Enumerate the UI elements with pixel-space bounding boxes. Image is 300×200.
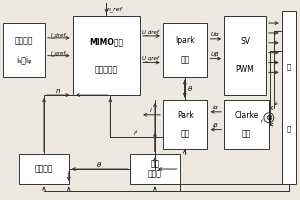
Text: 变换: 变换 xyxy=(181,129,190,138)
Bar xyxy=(73,16,140,95)
Text: ⊗: ⊗ xyxy=(266,113,272,122)
Text: n_ref: n_ref xyxy=(106,6,122,12)
Bar xyxy=(19,154,69,184)
Text: iα: iα xyxy=(212,105,218,110)
Bar xyxy=(224,100,269,149)
Text: θ: θ xyxy=(97,162,102,168)
Text: n: n xyxy=(56,88,60,94)
Text: iₐ、iᵩ: iₐ、iᵩ xyxy=(16,55,32,64)
Text: 传感器: 传感器 xyxy=(148,170,162,179)
Text: 位置: 位置 xyxy=(150,159,160,168)
Text: iᶜ: iᶜ xyxy=(261,119,265,124)
Text: iₐ: iₐ xyxy=(275,101,279,106)
Text: I_qref: I_qref xyxy=(51,50,67,56)
Text: Park: Park xyxy=(177,111,194,120)
Text: 电: 电 xyxy=(286,63,291,70)
Text: 预测控制器: 预测控制器 xyxy=(95,65,118,74)
Text: 变换: 变换 xyxy=(242,129,251,138)
Text: Uα: Uα xyxy=(211,32,220,37)
Text: 速度计算: 速度计算 xyxy=(35,165,53,174)
Text: θ: θ xyxy=(188,86,192,92)
Text: 机: 机 xyxy=(286,125,291,132)
Text: 变换: 变换 xyxy=(181,55,190,64)
Text: iᵈ: iᵈ xyxy=(134,131,138,136)
Text: iβ: iβ xyxy=(212,123,218,128)
Bar xyxy=(163,100,208,149)
Text: SV: SV xyxy=(240,37,250,46)
Text: 查表获得: 查表获得 xyxy=(15,36,33,45)
Text: Uβ: Uβ xyxy=(211,52,220,57)
Text: Ipark: Ipark xyxy=(176,36,195,45)
Bar xyxy=(130,154,180,184)
Text: U_qref: U_qref xyxy=(142,56,160,61)
Bar xyxy=(224,16,266,95)
Bar xyxy=(3,23,45,77)
Text: PWM: PWM xyxy=(236,65,254,74)
Text: MIMO模型: MIMO模型 xyxy=(89,37,124,46)
Text: I_dref: I_dref xyxy=(51,32,67,38)
Bar xyxy=(282,11,296,184)
Text: iᵇ: iᵇ xyxy=(269,118,273,123)
Text: iⁱ: iⁱ xyxy=(150,108,152,113)
Text: Clarke: Clarke xyxy=(234,111,259,120)
Bar xyxy=(163,23,208,77)
Text: U_dref: U_dref xyxy=(142,29,160,35)
